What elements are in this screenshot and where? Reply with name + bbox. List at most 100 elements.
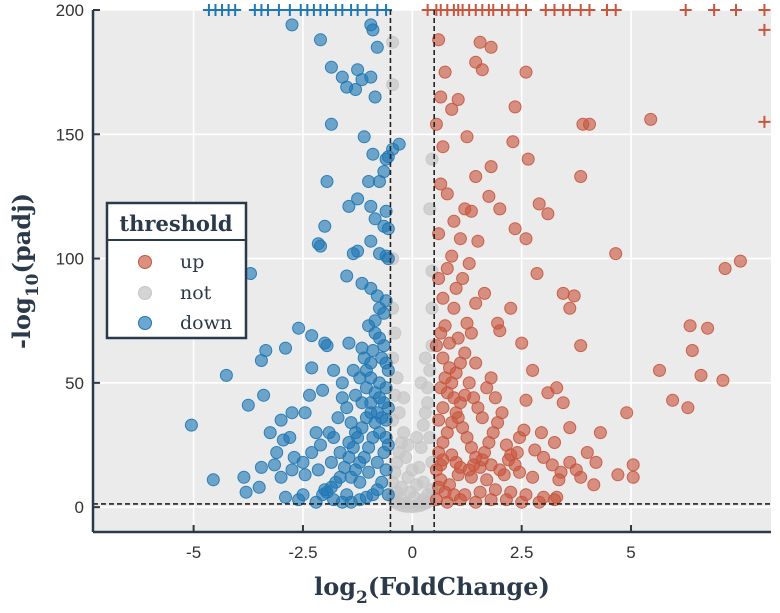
data-point-down (373, 175, 386, 188)
data-point-down (331, 411, 345, 425)
data-point-not (408, 490, 421, 504)
data-point-up (429, 339, 443, 353)
data-point-not (397, 426, 411, 440)
data-point-up (451, 93, 465, 106)
data-point-down (314, 33, 327, 47)
data-point-up (611, 468, 625, 482)
data-point-up (545, 458, 559, 472)
data-point-up (493, 463, 507, 477)
data-point-down (318, 219, 332, 233)
data-point-up (644, 112, 658, 126)
data-point-down (285, 406, 299, 420)
data-point-up (589, 455, 603, 469)
svg-text:-log10(padj): -log10(padj) (7, 193, 43, 349)
data-point-down (324, 117, 338, 131)
data-point-down (305, 361, 319, 375)
data-point-up (508, 100, 522, 114)
data-point-down (292, 321, 306, 335)
data-point-not (397, 391, 411, 405)
data-point-up (580, 446, 594, 459)
data-point-down (311, 463, 325, 477)
data-point-up (440, 262, 454, 275)
data-point-down (314, 239, 327, 253)
data-point-down (346, 247, 360, 261)
data-point-down (342, 336, 356, 350)
data-point-up (532, 197, 546, 211)
data-point-down (279, 490, 292, 504)
data-point-up (683, 319, 697, 333)
data-point-up (510, 446, 524, 459)
data-point-up (440, 495, 454, 509)
data-point-down (254, 460, 268, 474)
x-tick-label: 2.5 (510, 543, 534, 562)
data-point-up (701, 321, 715, 335)
data-point-up (583, 117, 596, 131)
data-point-up (504, 301, 518, 315)
axes: 0 50 100 150 200 -5 -2.5 0 2.5 5 (56, 1, 771, 562)
data-point-up (495, 406, 509, 420)
data-point-up (554, 465, 568, 479)
data-point-up (556, 396, 570, 410)
data-point-down (335, 391, 349, 405)
data-point-down (344, 416, 358, 430)
data-point-not (405, 463, 419, 477)
data-point-down (206, 473, 220, 487)
data-point-up (548, 436, 561, 449)
data-point-up (432, 413, 446, 427)
data-point-up (519, 393, 533, 407)
data-point-up (517, 423, 531, 437)
legend-label-not: not (180, 282, 212, 304)
data-point-up (436, 291, 450, 305)
data-point-up (530, 267, 544, 280)
data-point-up (666, 393, 680, 407)
data-point-up (563, 301, 577, 315)
data-point-down (285, 18, 299, 32)
data-point-up (445, 249, 459, 263)
data-point-not (401, 438, 415, 452)
data-point-up (515, 336, 529, 350)
data-point-up (484, 40, 498, 54)
data-point-up (563, 421, 577, 435)
data-points (93, 4, 771, 532)
data-point-down (364, 199, 378, 213)
data-point-down (254, 354, 268, 367)
data-point-down (184, 418, 198, 432)
data-point-down (379, 204, 393, 218)
data-point-not (392, 406, 406, 420)
svg-text:log2(FoldChange): log2(FoldChange) (314, 572, 550, 608)
data-point-down (285, 463, 299, 477)
legend-marker-down (138, 316, 152, 330)
data-point-up (432, 33, 446, 47)
data-point-down (379, 381, 393, 395)
data-point-up (493, 202, 507, 216)
data-point-up (434, 90, 448, 104)
data-point-up (480, 473, 494, 487)
data-point-down (379, 463, 393, 477)
data-point-down (362, 175, 376, 188)
data-point-up (653, 363, 666, 377)
data-point-down (366, 344, 380, 357)
data-point-not (416, 475, 430, 489)
data-point-up (460, 130, 474, 144)
data-point-down (320, 339, 334, 353)
data-point-up (556, 286, 570, 300)
data-point-down (335, 376, 349, 390)
data-point-down (287, 450, 301, 464)
data-point-down (283, 431, 297, 444)
data-point-down (241, 398, 255, 412)
data-point-up (626, 458, 640, 472)
data-point-up (526, 470, 540, 484)
legend-title: threshold (119, 211, 232, 236)
data-point-up (506, 135, 520, 149)
data-point-not (390, 371, 404, 385)
data-point-down (316, 488, 330, 502)
data-point-up (434, 326, 448, 340)
x-tick-label: -5 (186, 543, 201, 562)
data-point-up (528, 443, 542, 457)
data-point-up (469, 495, 483, 509)
data-point-up (453, 493, 467, 507)
y-axis-title-rest: (padj) (7, 193, 36, 274)
data-point-up (534, 426, 548, 440)
data-point-not (414, 376, 428, 390)
